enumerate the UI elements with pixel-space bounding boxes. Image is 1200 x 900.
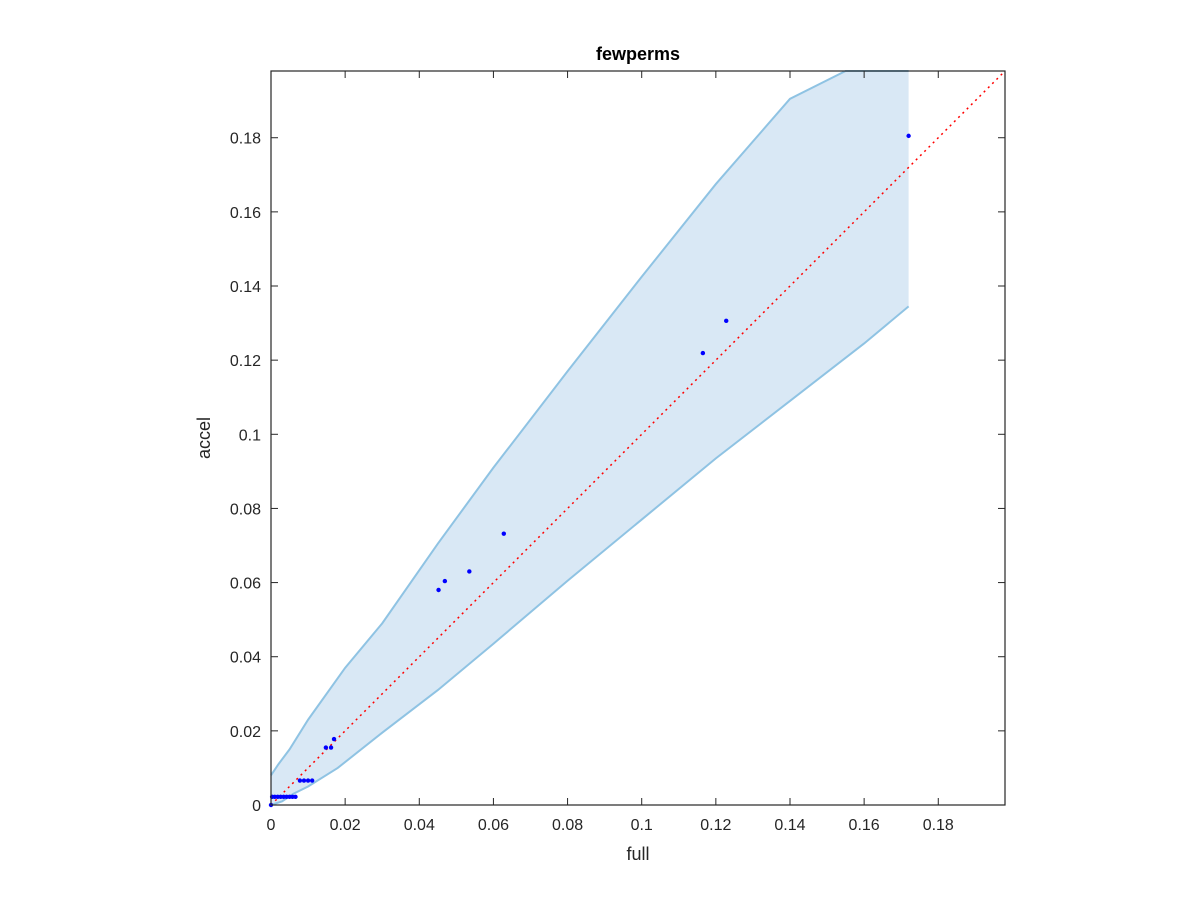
y-tick-label: 0.02 xyxy=(230,724,261,741)
data-point xyxy=(331,736,337,742)
y-axis-label: accel xyxy=(194,417,214,459)
y-tick-label: 0.14 xyxy=(230,279,261,296)
x-axis-ticks: 0 0.02 0.04 0.06 0.08 0.1 0.12 0.14 0.16 0.18 xyxy=(267,71,954,834)
y-tick-label: 0 xyxy=(252,798,261,815)
x-tick-label: 0.06 xyxy=(478,817,509,834)
data-point xyxy=(724,318,729,324)
data-point xyxy=(700,350,706,356)
data-point xyxy=(305,778,311,783)
y-tick-label: 0.04 xyxy=(230,650,261,667)
data-point xyxy=(328,745,334,750)
x-tick-label: 0.08 xyxy=(552,817,583,834)
data-point xyxy=(297,778,303,783)
data-point xyxy=(467,569,472,574)
y-axis-ticks: 0 0.02 0.04 0.06 0.08 0.1 0.12 0.14 0.16 0.18 xyxy=(230,131,1005,815)
y-tick-label: 0.12 xyxy=(230,353,261,370)
data-point xyxy=(442,578,448,584)
reference-diagonal-line xyxy=(270,70,1006,806)
x-tick-label: 0.14 xyxy=(774,817,805,834)
data-point xyxy=(301,778,307,783)
y-tick-label: 0.16 xyxy=(230,205,261,222)
plot-content xyxy=(268,70,1006,808)
band-lower-edge xyxy=(270,305,910,806)
band-upper-edge xyxy=(270,70,909,776)
y-tick-label: 0.18 xyxy=(230,131,261,148)
y-tick-label: 0.06 xyxy=(230,576,261,593)
chart-title: fewperms xyxy=(596,44,680,64)
data-point xyxy=(436,587,441,593)
x-tick-label: 0.16 xyxy=(849,817,880,834)
x-tick-label: 0 xyxy=(267,817,276,834)
x-tick-label: 0.02 xyxy=(330,817,361,834)
confidence-band xyxy=(271,71,909,805)
data-point xyxy=(293,794,298,800)
x-tick-label: 0.04 xyxy=(404,817,435,834)
x-axis-label: full xyxy=(626,844,649,864)
data-point xyxy=(906,133,911,139)
y-tick-label: 0.08 xyxy=(230,501,261,518)
axes-box xyxy=(270,70,1006,806)
data-point xyxy=(309,778,315,783)
x-tick-label: 0.12 xyxy=(700,817,731,834)
data-point xyxy=(323,745,329,750)
y-tick-label: 0.1 xyxy=(239,427,261,444)
x-tick-label: 0.18 xyxy=(923,817,954,834)
x-tick-label: 0.1 xyxy=(631,817,653,834)
axes-frame xyxy=(270,70,1006,806)
data-point xyxy=(501,531,507,536)
